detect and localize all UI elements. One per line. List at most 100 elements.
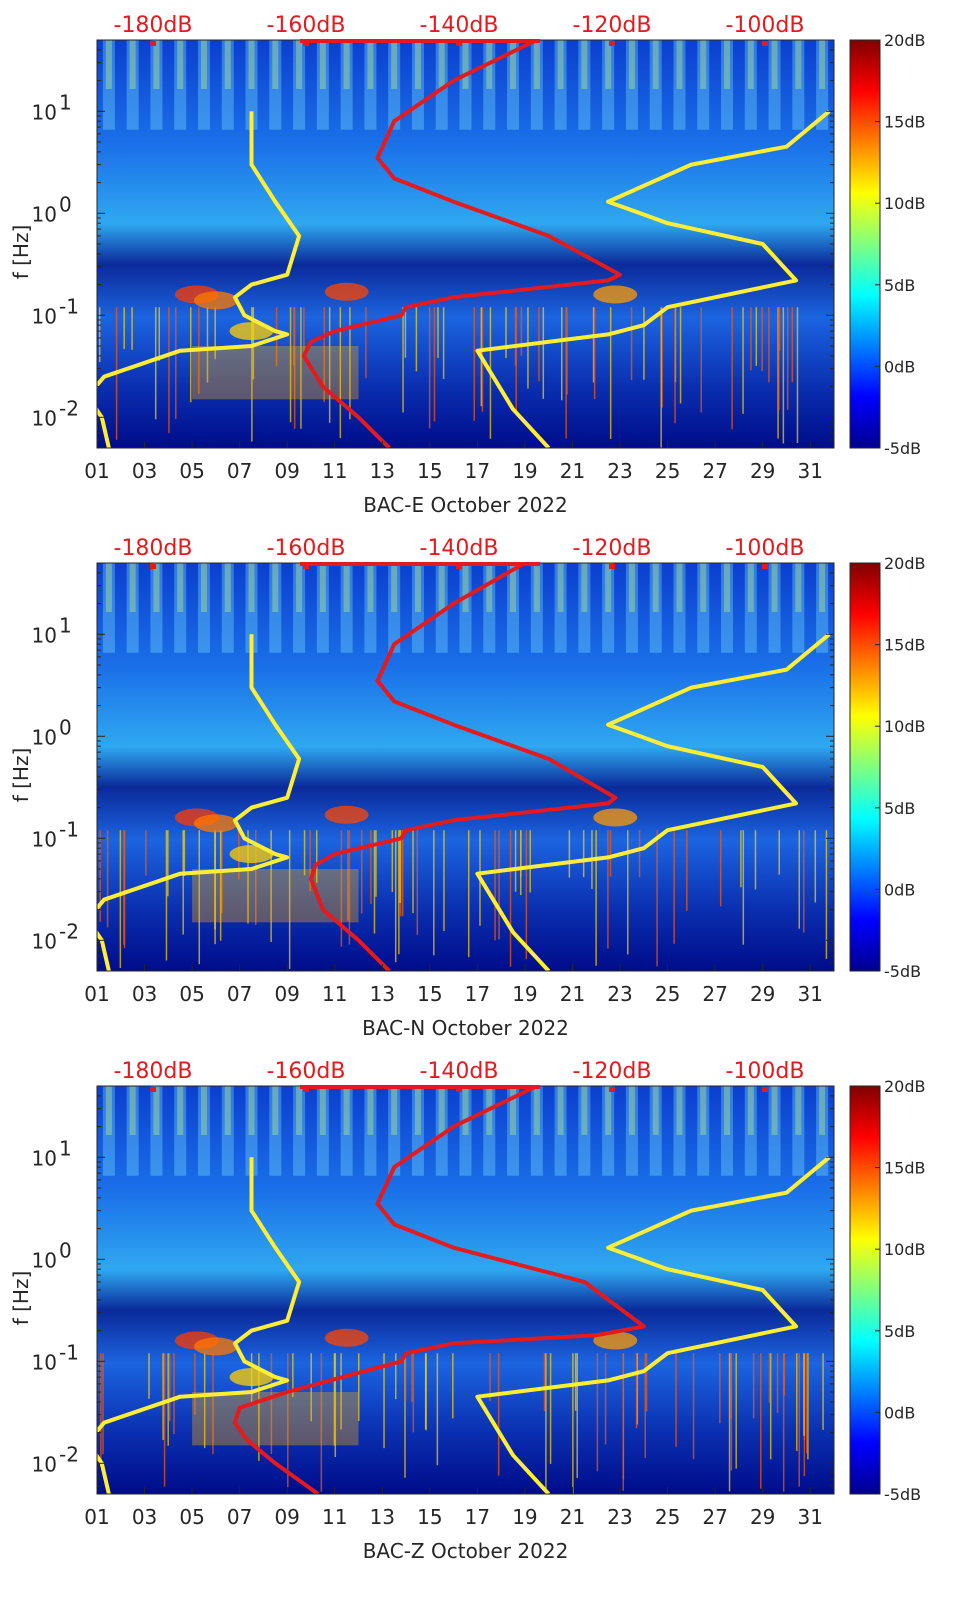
x-tick-label: 27 — [702, 982, 727, 1006]
x-tick-label: 29 — [750, 982, 775, 1006]
x-tick-label: 21 — [560, 459, 585, 483]
transient-spike — [807, 1353, 809, 1460]
transient-spike — [576, 1353, 578, 1478]
diurnal-streak — [530, 1086, 543, 1176]
transient-spike — [595, 830, 597, 966]
transient-spike — [520, 307, 523, 356]
spectrogram-background — [97, 1086, 834, 1494]
x-tick-label: 05 — [179, 459, 204, 483]
top-db-tick — [150, 564, 156, 569]
transient-spike — [760, 1353, 762, 1489]
colorbar-tick-label: 20dB — [884, 554, 926, 573]
diurnal-streak-core — [676, 40, 683, 89]
x-tick-label: 19 — [512, 982, 537, 1006]
diurnal-streak-core — [105, 40, 112, 89]
diurnal-streak — [269, 563, 282, 653]
diurnal-streak-core — [700, 40, 707, 89]
diurnal-streak — [602, 563, 615, 653]
diurnal-streak — [435, 563, 448, 653]
transient-spike — [755, 307, 758, 366]
top-db-tick — [456, 1087, 462, 1092]
diurnal-streak-core — [795, 40, 802, 89]
transient-spike — [203, 1353, 206, 1449]
y-tick-base: 10 — [32, 202, 57, 226]
diurnal-streak-core — [557, 563, 564, 612]
diurnal-streak-core — [248, 1086, 255, 1135]
diurnal-streak-core — [652, 1086, 659, 1135]
diurnal-streak-core — [533, 40, 540, 89]
transient-spike — [742, 830, 745, 945]
top-db-label: -180dB — [114, 1059, 193, 1084]
y-tick-base: 10 — [32, 1146, 57, 1170]
transient-spike — [731, 307, 733, 430]
transient-spike — [100, 1353, 102, 1468]
x-tick-label: 15 — [417, 982, 442, 1006]
y-axis-label: f [Hz] — [9, 748, 33, 803]
transient-spike — [825, 830, 828, 959]
transient-spike — [349, 307, 351, 420]
diurnal-streak-core — [319, 1086, 326, 1135]
diurnal-streak — [721, 40, 734, 130]
transient-spike — [542, 307, 545, 399]
transient-spike — [373, 830, 376, 934]
transient-spike — [375, 830, 377, 897]
transient-spike — [679, 307, 682, 404]
diurnal-streak-core — [581, 40, 588, 89]
top-db-tick — [609, 41, 615, 46]
microseism-blob — [193, 1337, 238, 1356]
transient-spike — [437, 307, 439, 358]
x-tick-label: 31 — [797, 459, 822, 483]
microseism-blob — [593, 1331, 638, 1350]
transient-spike — [98, 307, 101, 363]
diurnal-streak-core — [367, 1086, 374, 1135]
transient-spike — [370, 830, 372, 905]
diurnal-streak-core — [438, 40, 445, 89]
transient-spike — [822, 1353, 824, 1430]
diurnal-streak — [673, 40, 686, 130]
transient-spike — [545, 1353, 547, 1492]
transient-spike — [740, 830, 742, 888]
diurnal-streak-core — [153, 40, 160, 89]
y-tick-base: 10 — [32, 1350, 57, 1374]
top-db-tick — [609, 1087, 615, 1092]
colorbar-frame — [849, 1085, 881, 1495]
colorbar-tick-label: 10dB — [884, 717, 926, 736]
transient-spike — [452, 1353, 454, 1419]
colorbar-frame — [849, 39, 881, 449]
transient-spike — [692, 1353, 695, 1460]
diurnal-streak — [340, 40, 353, 130]
colorbar-tick-label: 5dB — [884, 276, 915, 295]
diurnal-streak-core — [486, 563, 493, 612]
transient-spike — [270, 830, 272, 942]
x-tick-label: 13 — [370, 1505, 395, 1529]
diurnal-streak-core — [200, 563, 207, 612]
colorbar-tick-label: 15dB — [884, 113, 926, 132]
colorbar-tick-label: 20dB — [884, 31, 926, 50]
diurnal-streak-core — [628, 563, 635, 612]
top-db-tick — [303, 41, 309, 46]
x-tick-label: 15 — [417, 459, 442, 483]
diurnal-streak-core — [724, 40, 731, 89]
diurnal-streak-core — [391, 1086, 398, 1135]
diurnal-streak — [744, 40, 757, 130]
transient-spike — [328, 307, 331, 423]
transient-spike — [347, 830, 349, 921]
transient-spike — [529, 830, 531, 893]
diurnal-streak-core — [676, 1086, 683, 1135]
diurnal-streak-core — [343, 40, 350, 89]
diurnal-streak-core — [557, 40, 564, 89]
x-tick-label: 31 — [797, 982, 822, 1006]
transient-spike — [643, 307, 645, 380]
transient-spike — [433, 307, 436, 422]
x-tick-label: 11 — [322, 459, 347, 483]
x-tick-label: 03 — [132, 1505, 157, 1529]
diurnal-streak — [174, 40, 187, 130]
transient-spike — [700, 307, 703, 413]
transient-spike — [168, 307, 170, 434]
x-tick-label: 23 — [607, 459, 632, 483]
transient-spike — [436, 1353, 439, 1466]
series-line-2 — [475, 109, 831, 448]
microseism-blob — [593, 808, 638, 827]
diurnal-streak — [507, 40, 520, 130]
diurnal-streak-core — [747, 1086, 754, 1135]
